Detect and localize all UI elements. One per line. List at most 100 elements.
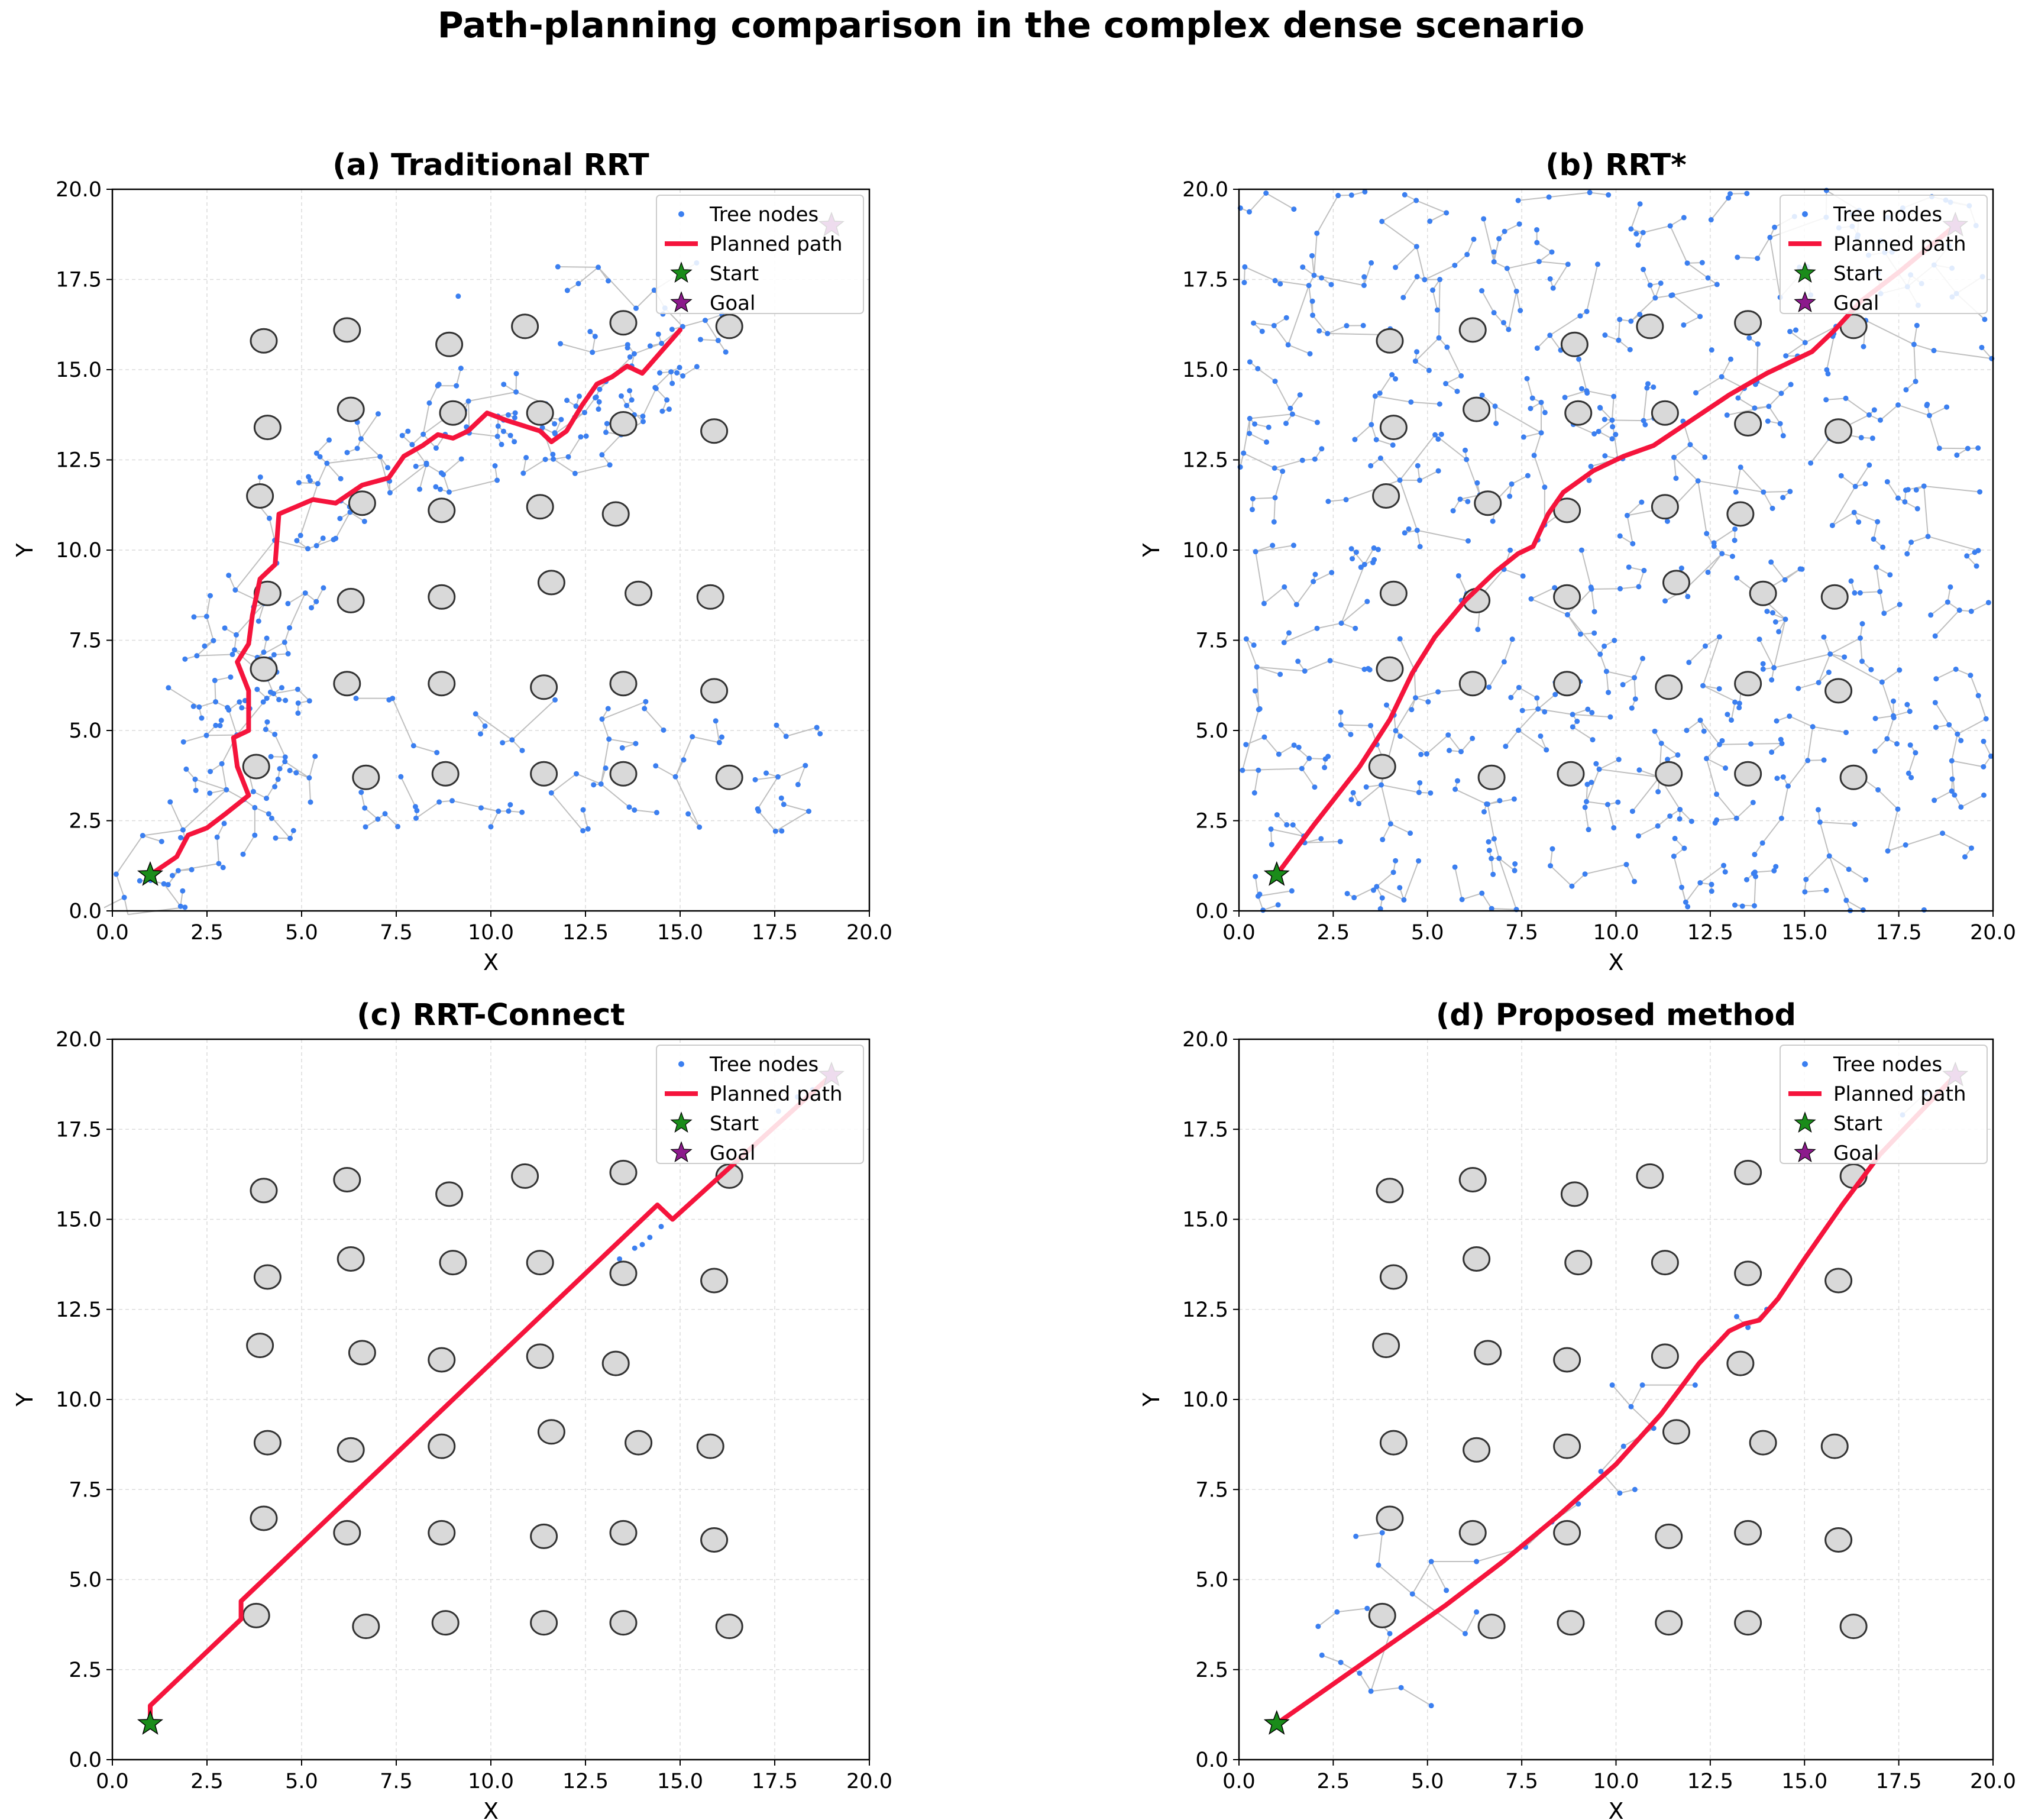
obstacle bbox=[1655, 1610, 1683, 1636]
tree-edge bbox=[1820, 821, 1855, 825]
tree-edge bbox=[1375, 395, 1411, 403]
tree-node bbox=[1261, 734, 1267, 740]
tree-edge bbox=[235, 539, 276, 591]
tree-edge bbox=[1630, 203, 1641, 229]
obstacle bbox=[1734, 1159, 1762, 1185]
tree-node bbox=[1470, 735, 1476, 741]
tree-node bbox=[423, 460, 429, 466]
tree-node bbox=[1729, 717, 1735, 723]
tree-node bbox=[1944, 404, 1950, 410]
tree-node bbox=[1981, 764, 1987, 770]
tree-node bbox=[1860, 907, 1866, 913]
tree-node bbox=[1390, 442, 1396, 448]
tree-node bbox=[1535, 706, 1541, 712]
tree-edge bbox=[258, 603, 265, 622]
tree-node bbox=[1931, 348, 1937, 354]
tree-edge bbox=[1704, 636, 1720, 647]
tree-node bbox=[1520, 434, 1526, 440]
tree-node bbox=[482, 723, 488, 729]
tree-node bbox=[1974, 563, 1979, 569]
tree-edge bbox=[1638, 570, 1645, 587]
tree-node bbox=[1474, 480, 1480, 486]
tree-node bbox=[1538, 733, 1544, 739]
tree-edge bbox=[1402, 276, 1418, 298]
tree-node bbox=[1457, 496, 1463, 502]
tree-node bbox=[1379, 1530, 1385, 1535]
tree-node bbox=[1271, 322, 1277, 328]
tree-node bbox=[1877, 589, 1883, 594]
tree-node bbox=[1481, 809, 1487, 814]
tree-node bbox=[587, 329, 593, 335]
obstacle bbox=[1824, 1527, 1853, 1553]
tree-edge bbox=[1875, 715, 1894, 719]
tree-node bbox=[1877, 417, 1883, 423]
tree-edge bbox=[221, 764, 227, 790]
tree-edge bbox=[1454, 254, 1468, 266]
tree-node bbox=[377, 454, 383, 460]
tree-edge bbox=[1703, 685, 1720, 690]
tree-node bbox=[1252, 421, 1258, 427]
tree-node bbox=[1658, 280, 1664, 286]
tree-node bbox=[412, 804, 418, 810]
tree-node bbox=[1309, 298, 1315, 304]
tree-node bbox=[317, 454, 323, 460]
obstacle bbox=[1734, 1520, 1762, 1546]
tree-node bbox=[1703, 643, 1709, 649]
obstacle bbox=[1553, 1347, 1581, 1373]
tree-node bbox=[1716, 686, 1722, 691]
tree-node bbox=[1945, 599, 1950, 605]
tree-node bbox=[1616, 337, 1622, 343]
obstacle bbox=[253, 415, 282, 441]
tree-edge bbox=[600, 739, 610, 784]
obstacle bbox=[428, 671, 456, 697]
tree-edge bbox=[1638, 825, 1658, 837]
tree-node bbox=[180, 827, 186, 833]
tree-node bbox=[1350, 556, 1355, 562]
tree-edge bbox=[592, 344, 628, 353]
obstacle bbox=[246, 483, 274, 509]
tree-node bbox=[1627, 347, 1633, 353]
tree-edge bbox=[1376, 439, 1393, 446]
tree-node bbox=[1925, 534, 1931, 539]
tree-edge bbox=[634, 809, 657, 813]
tree-edge bbox=[1879, 591, 1885, 614]
tree-edge bbox=[308, 777, 312, 803]
tree-edge bbox=[1531, 598, 1568, 616]
tree-edge bbox=[1832, 512, 1855, 526]
tree-node bbox=[652, 384, 658, 390]
obstacle bbox=[1636, 1163, 1664, 1189]
tree-node bbox=[1401, 897, 1407, 903]
tree-edge bbox=[199, 701, 216, 708]
tree-edge bbox=[1578, 359, 1587, 392]
tree-edge bbox=[163, 883, 182, 907]
y-tick-label: 2.5 bbox=[1195, 810, 1228, 833]
tree-node bbox=[580, 827, 586, 833]
tree-edge bbox=[551, 773, 577, 794]
tree-node bbox=[552, 421, 558, 427]
tree-node bbox=[1709, 347, 1714, 353]
obstacle bbox=[609, 1520, 638, 1546]
tree-node bbox=[1243, 742, 1249, 748]
tree-node bbox=[1458, 373, 1464, 379]
legend-label: Planned path bbox=[1833, 232, 1966, 256]
x-tick-label: 0.0 bbox=[1222, 921, 1256, 945]
legend-marker-start bbox=[670, 1111, 693, 1133]
tree-node bbox=[1982, 316, 1988, 322]
obstacle bbox=[1458, 671, 1487, 697]
tree-node bbox=[603, 765, 609, 771]
tree-edge bbox=[183, 735, 207, 743]
tree-node bbox=[1435, 468, 1441, 474]
tree-node bbox=[1281, 639, 1287, 645]
tree-node bbox=[1968, 845, 1974, 851]
tree-node bbox=[550, 451, 556, 457]
tree-node bbox=[268, 754, 274, 759]
tree-node bbox=[1591, 630, 1597, 636]
tree-edge bbox=[1951, 733, 1958, 761]
tree-node bbox=[326, 437, 332, 443]
obstacle bbox=[1463, 1437, 1491, 1463]
y-tick-label: 0.0 bbox=[1195, 900, 1228, 923]
tree-node bbox=[1438, 431, 1444, 437]
legend-marker-goal bbox=[670, 291, 693, 312]
tree-node bbox=[1905, 487, 1911, 493]
tree-node bbox=[1479, 288, 1485, 294]
